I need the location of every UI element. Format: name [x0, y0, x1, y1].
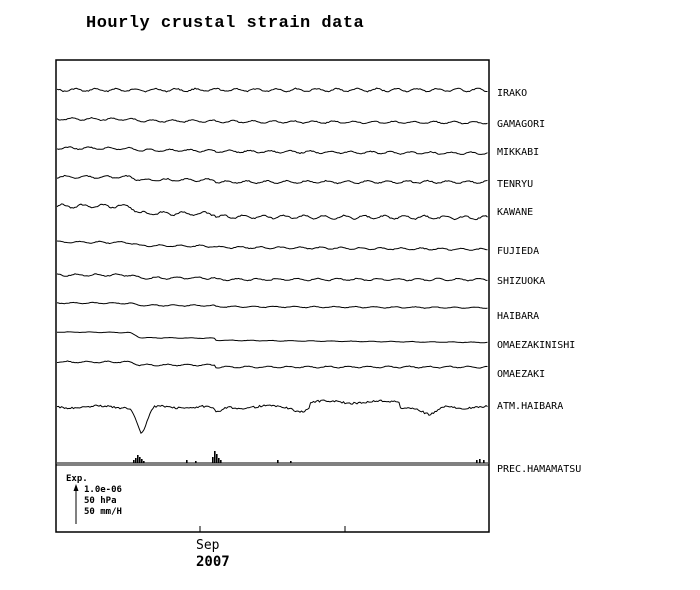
- series-omaezaki: [56, 360, 488, 369]
- series-atm-haibara: [56, 399, 488, 435]
- station-label: OMAEZAKI: [497, 369, 545, 380]
- station-label: ATM.HAIBARA: [497, 401, 563, 412]
- precip-bar: [195, 461, 197, 463]
- station-label: FUJIEDA: [497, 246, 539, 257]
- precip-bar: [212, 457, 214, 463]
- legend-strain: 1.0e-06: [84, 485, 122, 495]
- legend-header: Exp.: [66, 474, 88, 484]
- series-kawane: [56, 203, 488, 221]
- precip-bar: [186, 460, 188, 463]
- chart-title: Hourly crustal strain data: [86, 14, 365, 33]
- precip-bar: [139, 457, 141, 463]
- series-group: [56, 87, 488, 464]
- series-gamagori: [56, 117, 488, 125]
- station-label: HAIBARA: [497, 311, 539, 322]
- station-label: MIKKABI: [497, 147, 539, 158]
- precip-bar: [141, 459, 143, 463]
- series-mikkabi: [56, 146, 488, 155]
- precip-bar: [483, 460, 485, 463]
- precip-bar: [220, 460, 222, 463]
- precip-bar: [133, 460, 135, 463]
- precip-bar: [137, 455, 139, 463]
- legend-arrow-head: [73, 484, 79, 491]
- year-label: 2007: [196, 554, 230, 570]
- precip-bar: [216, 454, 218, 463]
- precip-bar: [214, 451, 216, 463]
- series-irako: [56, 87, 488, 93]
- precip-bar: [290, 461, 292, 463]
- station-label: SHIZUOKA: [497, 276, 545, 287]
- station-labels: IRAKO GAMAGORI MIKKABI TENRYU KAWANE FUJIEDA S…: [497, 88, 581, 475]
- station-label: GAMAGORI: [497, 119, 545, 130]
- series-fujieda: [56, 240, 488, 251]
- station-label: PREC.HAMAMATSU: [497, 464, 581, 475]
- series-omaezakinishi: [56, 331, 488, 344]
- series-haibara: [56, 301, 488, 309]
- precip-bar: [135, 458, 137, 463]
- scale-legend: Exp. 1.0e-06 50 hPa 50 mm/H: [66, 474, 122, 524]
- precip-bar: [277, 460, 279, 463]
- legend-precipitation: 50 mm/H: [84, 507, 122, 517]
- precip-bar: [476, 460, 478, 463]
- series-shizuoka: [56, 273, 488, 282]
- precip-bar: [479, 459, 481, 463]
- x-tick-label-sep: Sep: [196, 538, 220, 553]
- station-label: IRAKO: [497, 88, 527, 99]
- legend-pressure: 50 hPa: [84, 496, 117, 506]
- station-label: TENRYU: [497, 179, 533, 190]
- plot-frame: [55, 59, 490, 533]
- precip-bar: [218, 458, 220, 463]
- station-label: OMAEZAKINISHI: [497, 340, 575, 351]
- precip-bar: [143, 461, 145, 463]
- series-tenryu: [56, 174, 488, 185]
- station-label: KAWANE: [497, 207, 533, 218]
